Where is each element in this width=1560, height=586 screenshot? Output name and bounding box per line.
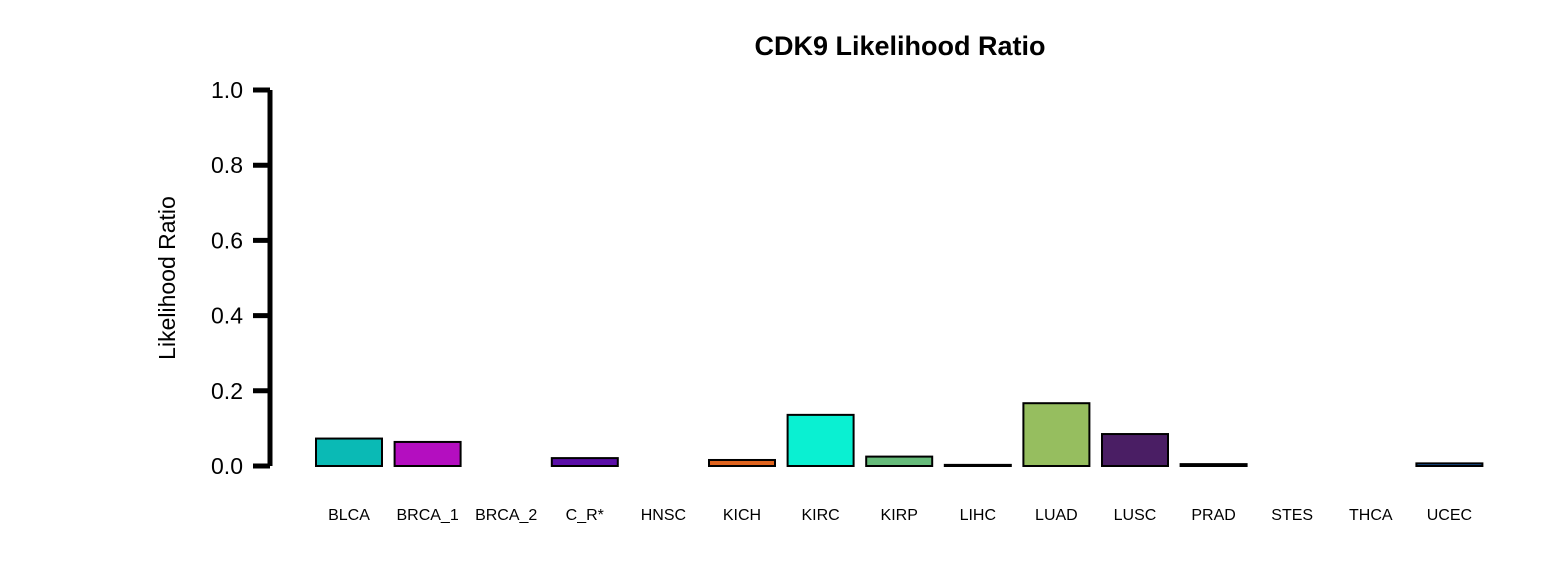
y-tick-label: 0.2 bbox=[211, 378, 243, 404]
y-tick-label: 0.6 bbox=[211, 227, 243, 253]
x-tick-label: LIHC bbox=[960, 507, 996, 524]
x-tick-label: HNSC bbox=[641, 507, 686, 524]
bar-kich bbox=[708, 458, 776, 468]
bar-luad bbox=[1022, 402, 1091, 468]
x-tick-label: PRAD bbox=[1191, 507, 1235, 524]
bar-blca bbox=[315, 437, 383, 468]
x-tick-label: THCA bbox=[1349, 507, 1393, 524]
x-tick-label: BRCA_1 bbox=[396, 507, 458, 524]
y-tick-label: 1.0 bbox=[211, 77, 243, 103]
bar-ucec bbox=[1415, 462, 1484, 468]
bar-brca-1 bbox=[393, 440, 462, 468]
bar-lihc bbox=[943, 463, 1012, 468]
y-axis: 0.0 0.2 0.4 0.6 0.8 1.0 bbox=[211, 77, 273, 479]
bar-c-r bbox=[550, 457, 619, 468]
x-tick-label: UCEC bbox=[1427, 507, 1472, 524]
x-tick-label: KICH bbox=[723, 507, 761, 524]
x-tick-label: BLCA bbox=[328, 507, 370, 524]
x-tick-label: KIRC bbox=[801, 507, 839, 524]
bar-kirp bbox=[865, 455, 934, 468]
y-tick-label: 0.0 bbox=[211, 453, 243, 479]
x-tick-label: LUAD bbox=[1035, 507, 1078, 524]
x-tick-label: C_R* bbox=[566, 507, 604, 524]
bars-group bbox=[315, 402, 1484, 468]
x-tick-label: LUSC bbox=[1114, 507, 1157, 524]
y-tick-label: 0.4 bbox=[211, 303, 243, 329]
chart-title: CDK9 Likelihood Ratio bbox=[754, 31, 1045, 61]
bar-lusc bbox=[1101, 433, 1169, 468]
x-tick-labels: BLCA BRCA_1 BRCA_2 C_R* HNSC KICH KIRC KIRP LIHC… bbox=[328, 507, 1472, 524]
y-tick-label: 0.8 bbox=[211, 152, 243, 178]
x-tick-label: KIRP bbox=[881, 507, 918, 524]
x-tick-label: BRCA_2 bbox=[475, 507, 537, 524]
bar-kirc bbox=[786, 413, 855, 468]
bar-prad bbox=[1179, 463, 1248, 467]
x-tick-label: STES bbox=[1271, 507, 1313, 524]
y-axis-label: Likelihood Ratio bbox=[154, 196, 180, 360]
